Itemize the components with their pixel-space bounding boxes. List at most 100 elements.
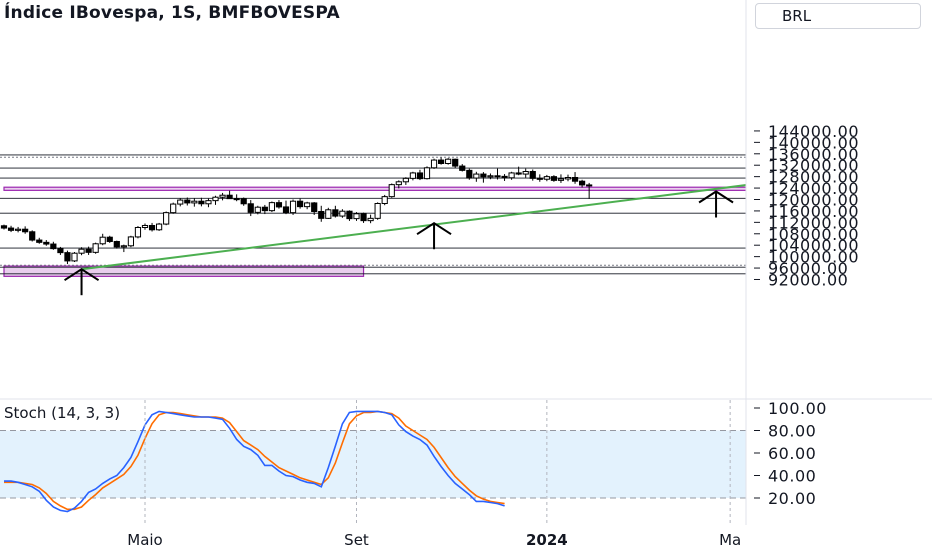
up-arrow-marker [64,268,100,296]
candle [247,200,254,217]
candle-body-down [360,213,367,222]
candle [141,223,149,230]
candle [466,168,473,180]
candle [57,246,64,255]
candle [564,174,572,182]
price-tick-label: 128000.00 [768,168,859,187]
candle-body-up [423,167,431,180]
candle [99,233,106,246]
candle-body-down [261,206,268,212]
candle-body-up [487,175,494,178]
candle-body-down [536,177,543,180]
candle-body-up [170,203,177,214]
candle [571,172,579,184]
currency-button[interactable]: BRL [755,3,921,29]
stoch-band [0,430,746,498]
candle [71,252,78,263]
candle [113,240,120,249]
time-tick-label: Ma [719,531,741,549]
candle [557,174,565,183]
candle [282,200,290,215]
candle [522,168,529,178]
stoch-k-line [4,410,505,513]
candle-body-up [127,236,135,247]
price-tick-label: 92000.00 [768,270,848,289]
candle-body-up [522,171,529,175]
candle-body-up [191,200,198,204]
candle [7,225,15,233]
candle [367,214,374,224]
candle [543,174,550,182]
candle-body-down [494,175,501,178]
candle-body-up [473,173,480,179]
chart-title: Índice IBovespa, 1S, BMFBOVESPA [4,3,340,23]
candle [148,222,156,232]
stoch-d-line [4,410,505,511]
candle-body-up [339,210,346,217]
candle-body-down [416,172,424,180]
candle-body-up [15,228,22,231]
candle-body-down [275,202,283,208]
candle-body-down [332,209,339,217]
candle-body-up [557,178,565,181]
candle [29,230,36,242]
stoch-indicator-label: Stoch (14, 3, 3) [4,404,121,422]
candle-body-up [156,223,163,231]
candle [381,194,388,206]
candle-body-up [445,158,452,165]
candle-body-down [586,184,593,187]
candle [127,235,135,248]
candle [501,174,508,181]
price-tick-label: 100000.00 [768,248,859,267]
candle-body-down [113,240,120,248]
candle [487,173,494,180]
candle [212,195,219,205]
candle-body-up [381,196,388,204]
support-zone [3,265,365,277]
candle [353,212,360,221]
candle [205,198,212,208]
candle-body-up [388,184,395,198]
candle [50,241,57,250]
candle-body-up [141,224,149,228]
time-axis-bg [0,525,932,550]
candle-body-up [543,176,550,180]
candle-body-up [71,252,78,262]
candle-body-up [212,196,219,202]
candle-body-up [177,199,184,205]
candle [325,207,332,219]
candle-body-up [92,243,99,253]
candle-body-up [374,202,381,219]
candle-body-down [198,200,205,205]
candle [254,205,261,215]
candle-body-down [452,158,459,167]
candle [275,200,283,209]
candle-body-down [438,159,445,165]
candle-body-down [233,198,240,201]
candle [586,182,593,199]
candle-body-down [550,176,557,181]
candle [226,190,233,200]
candle-body-down [148,224,156,231]
candle-body-down [571,176,579,182]
candle [423,166,431,180]
candle-body-down [0,225,8,229]
candle [332,205,339,218]
candle [550,175,557,182]
candle [268,201,275,213]
time-tick-label: Maio [127,531,162,549]
candle [473,171,480,182]
candle-body-down [297,200,304,208]
candle [289,199,297,215]
candle-body-down [226,194,233,200]
stoch-plot [0,410,746,513]
price-plot [0,154,746,296]
candle [430,158,438,169]
candle [536,174,543,182]
candle [409,171,416,181]
candle [445,158,452,165]
candle-body-up [395,181,402,186]
candle-body-down [106,236,113,242]
